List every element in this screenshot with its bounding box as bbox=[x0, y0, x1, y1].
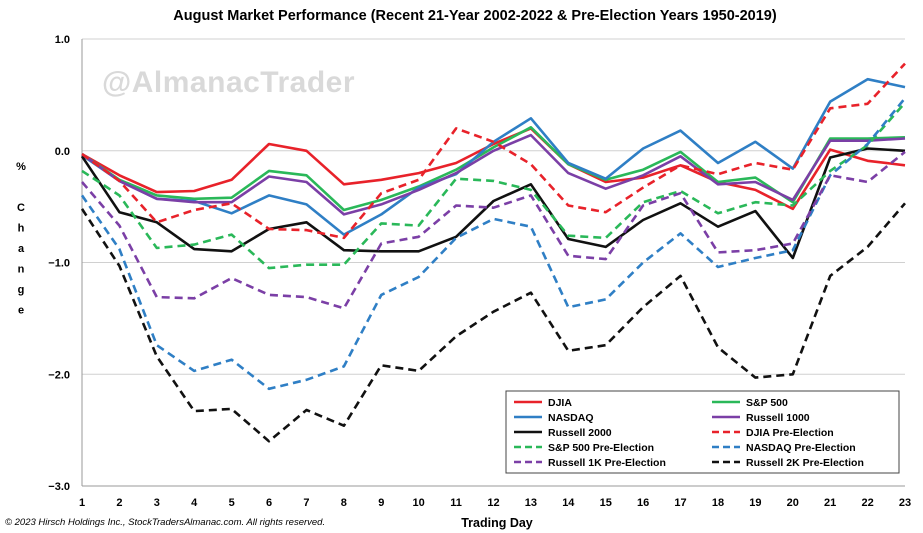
x-tick-label: 13 bbox=[525, 497, 537, 509]
x-tick-label: 20 bbox=[787, 497, 799, 509]
x-tick-label: 6 bbox=[266, 497, 272, 509]
series-line-s-p-500 bbox=[81, 126, 906, 212]
series-line-russell-2000 bbox=[80, 147, 906, 260]
x-tick-label: 9 bbox=[378, 497, 384, 509]
y-axis-label-char: g bbox=[18, 284, 25, 296]
x-tick-label: 12 bbox=[487, 497, 499, 509]
watermark: @AlmanacTrader bbox=[102, 66, 355, 99]
series-line-djia bbox=[81, 127, 906, 211]
y-axis-label-char: C bbox=[17, 202, 25, 214]
legend-label: NASDAQ bbox=[548, 412, 594, 424]
x-tick-labels: 1 2 3 4 5 6 7 8 9 10 11 12 13 14 15 16 17 18 19 20 21 22 23 bbox=[79, 497, 911, 509]
legend-box bbox=[505, 390, 900, 474]
y-axis-label-char: h bbox=[18, 223, 25, 235]
legend-label: Russell 2000 bbox=[548, 427, 612, 439]
x-tick-label: 3 bbox=[154, 497, 160, 509]
x-tick-label: 18 bbox=[712, 497, 724, 509]
x-tick-label: 23 bbox=[899, 497, 911, 509]
legend-label: NASDAQ Pre-Election bbox=[746, 442, 856, 454]
series-line-s-p-500-pre-election bbox=[81, 101, 906, 270]
y-tick-label: −2.0 bbox=[48, 369, 70, 381]
legend: DJIA S&P 500 NASDAQ Russell 1000 Russell 200… bbox=[505, 390, 900, 474]
x-axis-label: Trading Day bbox=[461, 516, 533, 530]
x-tick-label: 16 bbox=[637, 497, 649, 509]
x-tick-label: 11 bbox=[450, 497, 462, 509]
series-line-russell-2k-pre-election bbox=[80, 202, 906, 443]
x-tick-label: 14 bbox=[562, 497, 575, 509]
y-tick-label: 1.0 bbox=[55, 34, 70, 46]
legend-label: Russell 2K Pre-Election bbox=[746, 457, 864, 469]
y-axis-label-char: % bbox=[16, 161, 26, 173]
x-tick-label: 5 bbox=[229, 497, 235, 509]
x-tick-label: 4 bbox=[191, 497, 198, 509]
x-tick-label: 8 bbox=[341, 497, 347, 509]
y-axis-label-char: a bbox=[18, 243, 25, 255]
series-line-russell-1000 bbox=[81, 133, 906, 216]
y-axis-label-char: e bbox=[18, 305, 24, 317]
y-tick-labels: 1.0 0.0 −1.0 −2.0 −3.0 bbox=[48, 34, 70, 493]
legend-label: Russell 1000 bbox=[746, 412, 810, 424]
legend-label: S&P 500 Pre-Election bbox=[548, 442, 654, 454]
series-line-djia-pre-election bbox=[81, 62, 906, 240]
series-line-nasdaq bbox=[81, 77, 906, 236]
x-tick-label: 10 bbox=[413, 497, 425, 509]
legend-label: Russell 1K Pre-Election bbox=[548, 457, 666, 469]
x-tick-label: 21 bbox=[824, 497, 836, 509]
series-line-nasdaq-pre-election bbox=[80, 97, 907, 391]
y-tick-label: 0.0 bbox=[55, 146, 70, 158]
y-tick-label: −3.0 bbox=[48, 481, 70, 493]
series-line-russell-1k-pre-election bbox=[81, 150, 906, 310]
legend-label: S&P 500 bbox=[746, 397, 788, 409]
chart-title: August Market Performance (Recent 21-Yea… bbox=[173, 8, 777, 24]
y-axis-label-char: n bbox=[18, 264, 25, 276]
legend-label: DJIA Pre-Election bbox=[746, 427, 834, 439]
legend-label: DJIA bbox=[548, 397, 572, 409]
x-tick-label: 7 bbox=[303, 497, 309, 509]
y-tick-label: −1.0 bbox=[48, 258, 70, 270]
x-tick-label: 1 bbox=[79, 497, 85, 509]
x-tick-label: 22 bbox=[861, 497, 873, 509]
x-tick-label: 17 bbox=[674, 497, 686, 509]
copyright-notice: © 2023 Hirsch Holdings Inc., StockTrader… bbox=[5, 517, 325, 528]
series-lines bbox=[80, 62, 907, 443]
x-tick-label: 15 bbox=[600, 497, 612, 509]
axes bbox=[81, 39, 905, 487]
x-tick-label: 19 bbox=[749, 497, 761, 509]
x-tick-label: 2 bbox=[116, 497, 122, 509]
